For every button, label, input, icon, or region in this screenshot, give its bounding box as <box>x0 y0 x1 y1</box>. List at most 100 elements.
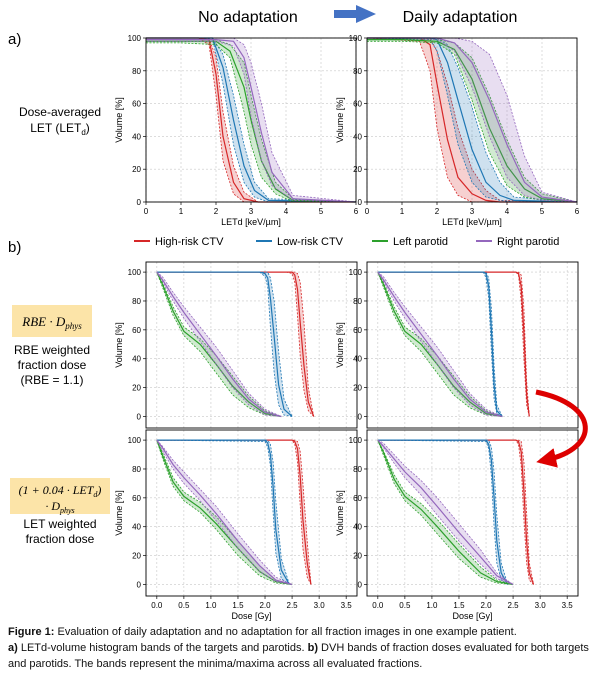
band-right-parotid <box>367 38 577 202</box>
x-tick-label: 0.0 <box>372 601 384 610</box>
x-tick-label: 3.5 <box>562 601 574 610</box>
x-tick-label: 0 <box>365 207 370 216</box>
y-axis-label: Volume [%] <box>114 322 124 368</box>
band-upper-edge <box>377 271 503 417</box>
caption-text-3: DVH bands of fraction doses evaluated fo… <box>8 642 589 670</box>
rbe-formula: RBE · Dphys <box>21 314 82 331</box>
y-axis-label: Volume [%] <box>335 490 345 536</box>
band-high-risk-ctv <box>156 272 314 417</box>
rbe-label-line2: fraction dose <box>18 358 87 372</box>
legend-label: Right parotid <box>497 236 559 248</box>
x-tick-label: 2.0 <box>480 601 492 610</box>
x-tick-label: 2 <box>214 207 219 216</box>
figure-caption: Figure 1: Evaluation of daily adaptation… <box>8 624 596 672</box>
x-tick-label: 4 <box>505 207 510 216</box>
y-tick-label: 0 <box>137 580 142 589</box>
band-lower-edge <box>377 271 503 417</box>
y-tick-label: 40 <box>353 355 362 364</box>
y-tick-label: 20 <box>132 165 141 174</box>
y-axis-label: Volume [%] <box>335 322 345 368</box>
x-tick-label: 1.5 <box>232 601 244 610</box>
band-lower-edge <box>377 439 514 585</box>
let-weighted-formula-box <box>10 478 110 514</box>
let-row-label-line2: LET (LETd) <box>30 121 90 137</box>
series-line <box>156 271 315 417</box>
y-tick-label: 0 <box>358 198 363 207</box>
x-tick-label: 0.5 <box>399 601 411 610</box>
series-line <box>156 271 293 417</box>
series-line <box>377 271 530 417</box>
legend-label: Low-risk CTV <box>277 236 344 248</box>
plot-frame <box>145 429 358 597</box>
series-line <box>377 271 503 418</box>
series-line <box>367 38 578 203</box>
x-tick-label: 1.5 <box>453 601 465 610</box>
y-tick-label: 40 <box>132 355 141 364</box>
y-tick-label: 80 <box>132 297 141 306</box>
y-tick-label: 40 <box>353 132 362 141</box>
x-tick-label: 0.0 <box>151 601 163 610</box>
y-tick-label: 60 <box>353 100 362 109</box>
y-tick-label: 20 <box>353 165 362 174</box>
x-tick-label: 1.0 <box>426 601 438 610</box>
chart-let-daily-adaptation: 0 20 40 60 80 100 0 1 2 3 4 5 6 Volume [%] LETd [keV/µ… <box>335 34 580 227</box>
rbe-label-line3: (RBE = 1.1) <box>20 373 83 387</box>
band-low-risk-ctv <box>367 38 577 202</box>
y-axis-label: Volume [%] <box>335 97 345 143</box>
let-weighted-formula-line2: · Dphys <box>45 499 74 515</box>
let-weighted-formula-line1: (1 + 0.04 · LETd) <box>19 483 102 499</box>
x-tick-label: 1.0 <box>205 601 217 610</box>
band-lower-edge <box>146 42 356 203</box>
x-tick-label: 6 <box>575 207 580 216</box>
series-line <box>377 439 514 586</box>
y-tick-label: 60 <box>353 326 362 335</box>
y-tick-label: 20 <box>353 552 362 561</box>
band-upper-edge <box>377 439 514 585</box>
y-tick-label: 20 <box>353 384 362 393</box>
band-lower-edge <box>146 40 357 203</box>
panel-label-a: a) <box>8 31 21 48</box>
let-row-label-line1: Dose-averaged <box>19 105 101 119</box>
band-upper-edge <box>156 271 315 417</box>
series-line <box>367 37 578 203</box>
x-axis-label: Dose [Gy] <box>452 611 492 621</box>
x-axis-label: LETd [keV/µm] <box>221 217 281 227</box>
series-line <box>377 439 514 586</box>
chart-let-no-adaptation: 0 20 40 60 80 100 0 1 2 3 4 5 6 Volume [%] LETd [keV/µ… <box>114 34 359 227</box>
series-line <box>377 271 503 417</box>
curved-arrow-icon <box>535 389 588 468</box>
band-lower-edge <box>156 439 312 585</box>
series-line <box>156 271 282 418</box>
plot-frame <box>145 37 357 203</box>
band-lower-edge <box>156 439 290 585</box>
let-weighted-row-label: (1 + 0.04 · LETd) · Dphys LET weighted f… <box>10 478 110 546</box>
series-line <box>146 38 357 203</box>
y-axis-label: Volume [%] <box>114 490 124 536</box>
y-tick-label: 60 <box>132 494 141 503</box>
y-tick-label: 40 <box>132 132 141 141</box>
band-lower-edge <box>156 439 293 585</box>
caption-figure-label: Figure 1: <box>8 626 55 638</box>
y-tick-label: 20 <box>132 384 141 393</box>
chart-let-weighted-no-adaptation: 0 20 40 60 80 100 0.0 0.5 1.0 1.5 2.0 2.5 3.0 3.5 Volu… <box>114 429 358 621</box>
let-weighted-label-line1: LET weighted <box>23 517 96 531</box>
band-lower-edge <box>377 271 530 417</box>
series-line <box>156 439 312 585</box>
x-tick-label: 4 <box>284 207 289 216</box>
x-axis-label: Dose [Gy] <box>231 611 271 621</box>
band-upper-edge <box>377 439 514 585</box>
x-tick-label: 3.0 <box>314 601 326 610</box>
rbe-formula-box <box>12 305 92 337</box>
band-lower-edge <box>156 439 293 585</box>
series-line <box>377 439 535 585</box>
x-tick-label: 1 <box>179 207 184 216</box>
x-tick-label: 3.0 <box>535 601 547 610</box>
x-tick-label: 3.5 <box>341 601 353 610</box>
series-line <box>377 439 509 585</box>
y-tick-label: 100 <box>128 34 142 43</box>
let-weighted-label-line2: fraction dose <box>26 532 95 546</box>
y-tick-label: 0 <box>137 412 142 421</box>
y-axis-label: Volume [%] <box>114 97 124 143</box>
x-tick-label: 3 <box>249 207 254 216</box>
